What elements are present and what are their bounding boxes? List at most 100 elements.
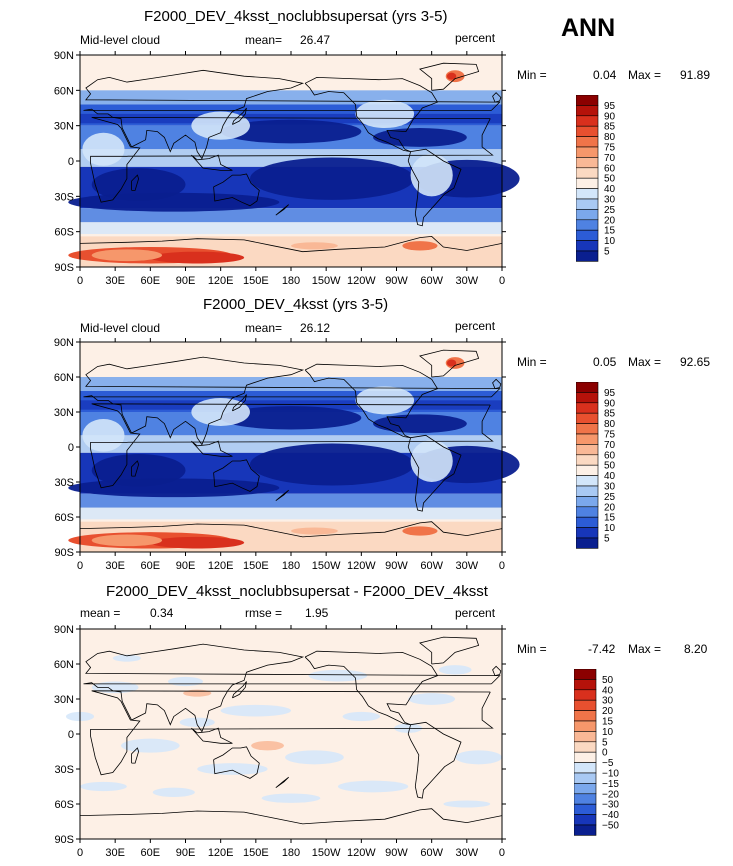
rmse-value: 1.95 bbox=[305, 606, 329, 620]
lat-tick-label: 60S bbox=[54, 227, 74, 239]
lon-tick-label: 90W bbox=[385, 275, 408, 287]
difference-patch bbox=[220, 704, 291, 717]
low-cloud-patch bbox=[220, 119, 362, 144]
colorbar-label: 40 bbox=[602, 685, 614, 696]
coastline bbox=[191, 440, 233, 457]
coastline bbox=[407, 721, 462, 799]
colorbar-swatch bbox=[575, 198, 599, 210]
colorbar-label: −15 bbox=[602, 779, 619, 790]
colorbar-swatch bbox=[573, 824, 597, 836]
mean-label: mean= bbox=[245, 33, 283, 47]
continental-patch bbox=[355, 386, 415, 415]
variable-label: Mid-level cloud bbox=[80, 321, 161, 335]
min-label: Min = bbox=[517, 68, 547, 82]
lon-tick-label: 60E bbox=[141, 560, 161, 572]
lon-tick-label: 30W bbox=[456, 275, 479, 287]
continental-patch bbox=[410, 440, 453, 482]
lon-tick-label: 150W bbox=[312, 847, 341, 859]
colorbar-swatch bbox=[575, 454, 599, 466]
low-cloud-patch bbox=[249, 443, 415, 486]
cloud-band bbox=[80, 507, 502, 520]
low-cloud-patch bbox=[373, 128, 467, 147]
lat-tick-label: 90S bbox=[54, 834, 74, 846]
colorbar-swatch bbox=[575, 444, 599, 456]
colorbar-label: 90 bbox=[604, 398, 616, 409]
lat-tick-label: 90N bbox=[54, 50, 74, 62]
min-value: -7.42 bbox=[588, 642, 616, 656]
colorbar-label: 25 bbox=[604, 205, 616, 216]
arctic-cloud bbox=[80, 55, 502, 84]
max-label: Max = bbox=[628, 642, 662, 656]
colorbar-swatch bbox=[573, 783, 597, 795]
lat-tick-label: 60N bbox=[54, 372, 74, 384]
coastline bbox=[275, 776, 289, 789]
lon-tick-label: 120W bbox=[347, 560, 376, 572]
coastline bbox=[492, 378, 502, 390]
lat-tick-label: 90N bbox=[54, 624, 74, 636]
coastline bbox=[407, 434, 462, 512]
coastline bbox=[131, 460, 140, 477]
colorbar-swatch bbox=[575, 516, 599, 528]
colorbar-label: 50 bbox=[604, 461, 616, 472]
lat-tick-label: 60S bbox=[54, 512, 74, 524]
lat-tick-label: 0 bbox=[68, 156, 74, 168]
lon-tick-label: 0 bbox=[77, 560, 83, 572]
colorbar-label: 40 bbox=[604, 471, 616, 482]
colorbar-swatch bbox=[575, 392, 599, 404]
rmse-label: rmse = bbox=[245, 606, 283, 620]
min-label: Min = bbox=[517, 355, 547, 369]
coastline bbox=[232, 107, 247, 125]
mean-label: mean = bbox=[80, 606, 121, 620]
low-cloud-patch bbox=[68, 478, 280, 498]
cloud-band bbox=[80, 400, 502, 410]
cloud-band bbox=[80, 435, 502, 453]
colorbar-swatch bbox=[575, 250, 599, 262]
colorbar-swatch bbox=[575, 527, 599, 539]
lon-tick-label: 150E bbox=[243, 847, 269, 859]
coastline bbox=[232, 681, 247, 699]
difference-patch bbox=[443, 800, 491, 808]
coastline bbox=[492, 92, 502, 103]
antarctic-coastline bbox=[79, 808, 503, 825]
coastline bbox=[90, 117, 494, 203]
colorbar-swatch bbox=[575, 475, 599, 487]
lon-tick-label: 0 bbox=[499, 560, 505, 572]
lon-tick-label: 90E bbox=[176, 847, 196, 859]
colorbar-swatch bbox=[573, 814, 597, 826]
coastline bbox=[83, 69, 501, 160]
units-label: percent bbox=[455, 31, 496, 45]
max-value: 92.65 bbox=[680, 355, 711, 369]
colorbar-swatch bbox=[573, 772, 597, 784]
lat-tick-label: 90S bbox=[54, 262, 74, 274]
continental-patch bbox=[191, 111, 250, 140]
lon-tick-label: 150E bbox=[243, 275, 269, 287]
cloud-band bbox=[80, 377, 502, 391]
lat-tick-label: 0 bbox=[68, 729, 74, 741]
lon-tick-label: 120E bbox=[208, 275, 234, 287]
coastline bbox=[492, 665, 502, 677]
colorbar-swatch bbox=[575, 412, 599, 424]
antarctic-coastline bbox=[79, 235, 503, 253]
lon-tick-label: 90E bbox=[176, 560, 196, 572]
colorbar: 95 90 85 80 75 70 60 50 40 30 25 20 15 10 5 bbox=[575, 381, 646, 557]
arctic-cloud bbox=[80, 342, 502, 370]
colorbar-label: 0 bbox=[602, 748, 608, 759]
colorbar-label: 50 bbox=[602, 675, 614, 686]
colorbar-swatch bbox=[573, 679, 597, 691]
difference-patch bbox=[251, 741, 284, 751]
difference-patch bbox=[179, 717, 215, 727]
antarctic-high-cloud bbox=[291, 527, 338, 535]
colorbar-swatch bbox=[573, 668, 597, 680]
lon-tick-label: 30W bbox=[456, 560, 479, 572]
difference-patch bbox=[167, 676, 204, 687]
cloud-band bbox=[80, 113, 502, 124]
antarctic-high-cloud bbox=[150, 536, 245, 549]
coastline bbox=[83, 643, 501, 733]
colorbar-swatch bbox=[575, 402, 599, 414]
cloud-band bbox=[80, 222, 502, 235]
colorbar-label: 5 bbox=[604, 533, 610, 544]
colorbar-swatch bbox=[573, 720, 597, 732]
